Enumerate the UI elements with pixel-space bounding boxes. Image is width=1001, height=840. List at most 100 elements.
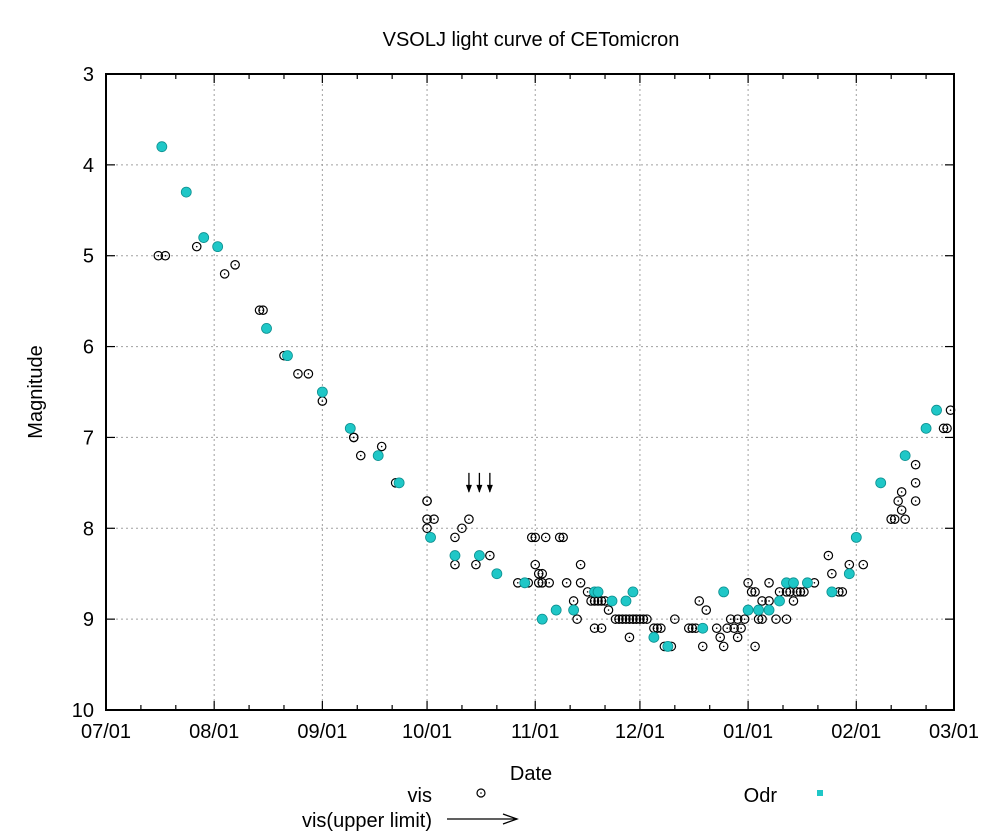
vis-point-dot — [586, 591, 589, 593]
odr-point — [662, 641, 674, 652]
vis-point-circle — [711, 623, 722, 634]
vis-point-dot — [841, 591, 844, 593]
vis-point-circle — [910, 496, 921, 506]
vis-point-dot — [862, 563, 865, 566]
vis-point — [896, 487, 907, 497]
x-tick-label: 12/01 — [615, 721, 665, 743]
vis-point-circle — [422, 514, 432, 524]
vis-point-dot — [426, 527, 428, 530]
vis-point-circle — [732, 632, 743, 643]
vis-point — [596, 623, 607, 634]
vis-point-dot — [461, 527, 463, 530]
vis-point-circle — [739, 614, 750, 624]
vis-point-circle — [429, 514, 439, 524]
vis-point-circle — [355, 450, 366, 461]
vis-point — [160, 250, 171, 261]
upper-limit-arrow — [465, 472, 472, 493]
vis-point-circle — [348, 432, 359, 443]
vis-point-dot — [541, 572, 544, 575]
vis-point-circle — [191, 241, 202, 252]
vis-point-dot — [897, 500, 899, 502]
vis-point-circle — [450, 532, 460, 543]
vis-point-dot — [576, 618, 578, 620]
y-tick-label: 3 — [83, 64, 94, 86]
vis-point-circle — [942, 423, 952, 434]
vis-point-dot — [628, 636, 631, 639]
vis-point-dot — [489, 554, 491, 557]
vis-point-circle — [743, 577, 753, 588]
y-tick-label: 5 — [83, 246, 94, 268]
vis-point — [788, 596, 799, 606]
vis-point — [422, 496, 432, 506]
vis-point-circle — [896, 505, 907, 515]
y-tick-label: 9 — [83, 609, 94, 631]
vis-point — [624, 632, 635, 643]
vis-point-dot — [234, 264, 236, 266]
vis-point — [575, 559, 586, 570]
vis-point-circle — [457, 523, 467, 534]
legend-marker-odr — [817, 790, 823, 796]
vis-point — [568, 596, 579, 606]
vis-point — [544, 577, 554, 588]
vis-point — [429, 514, 439, 524]
vis-point-dot — [579, 563, 582, 566]
vis-point-circle — [771, 614, 781, 624]
vis-point — [530, 532, 541, 543]
vis-point-dot — [321, 400, 324, 402]
y-tick-label: 4 — [83, 155, 94, 177]
odr-point — [753, 604, 764, 616]
vis-point-dot — [778, 591, 781, 593]
vis-point — [575, 577, 586, 588]
vis-point — [258, 305, 268, 316]
vis-point — [750, 587, 760, 597]
vis-point-dot — [754, 591, 756, 593]
vis-point — [422, 514, 432, 524]
vis-point-circle — [945, 405, 956, 415]
odr-point — [742, 604, 754, 616]
vis-point-dot — [747, 582, 749, 584]
vis-point-circle — [837, 587, 848, 597]
vis-point-dot — [914, 463, 917, 466]
vis-point — [701, 605, 712, 615]
vis-point-dot — [604, 600, 606, 602]
vis-point — [799, 587, 809, 597]
vis-point — [823, 550, 834, 561]
vis-point-circle — [785, 587, 795, 597]
vis-point-dot — [768, 582, 770, 584]
vis-point-circle — [736, 623, 746, 634]
vis-point-dot — [541, 582, 544, 584]
odr-point — [875, 477, 887, 489]
vis-point — [729, 623, 739, 634]
odr-point — [550, 604, 562, 616]
vis-point-circle — [642, 614, 652, 624]
vis-point-dot — [534, 563, 537, 566]
vis-point-dot — [454, 563, 456, 566]
vis-point-circle — [827, 568, 837, 579]
vis-point — [732, 632, 743, 643]
vis-point-dot — [454, 536, 456, 539]
vis-point-dot — [646, 618, 648, 620]
vis-point — [910, 478, 921, 488]
odr-point — [931, 404, 942, 416]
vis-point-dot — [785, 618, 788, 620]
vis-point-circle — [575, 577, 586, 588]
vis-point-dot — [698, 600, 701, 602]
odr-point — [697, 622, 709, 634]
vis-point-dot — [761, 618, 763, 620]
odr-point — [212, 241, 224, 253]
vis-point-dot — [157, 254, 160, 257]
vis-point-dot — [433, 518, 435, 520]
vis-point — [589, 623, 600, 634]
vis-point — [561, 577, 572, 588]
vis-point — [942, 423, 952, 434]
odr-point — [627, 586, 639, 598]
vis-point-circle — [900, 514, 910, 524]
vis-point — [757, 614, 767, 624]
vis-point-circle — [757, 614, 767, 624]
legend-label-vis: vis — [408, 785, 432, 807]
odr-point — [282, 350, 293, 362]
vis-point — [764, 577, 774, 588]
vis-point-dot — [831, 572, 833, 575]
vis-point — [711, 623, 722, 634]
vis-point-dot — [694, 627, 697, 630]
